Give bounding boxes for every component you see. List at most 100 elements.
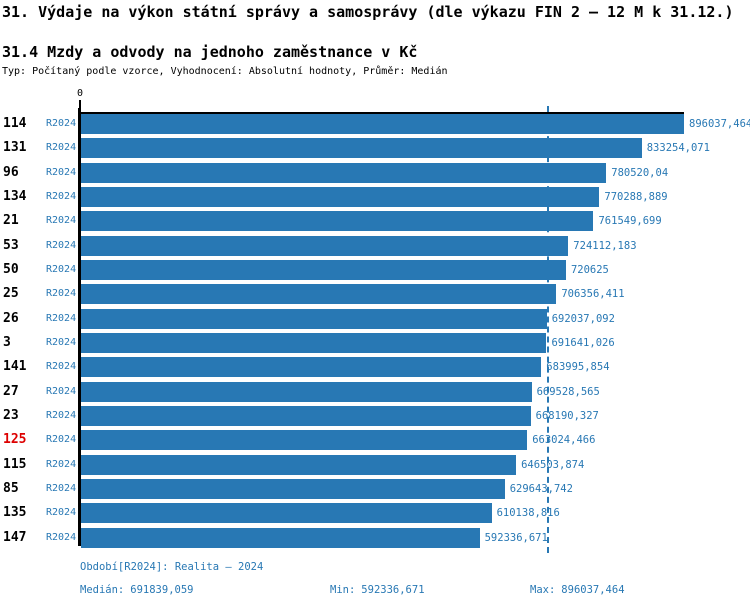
row-number-label: 21 [3,213,19,229]
section-title: 31.4 Mzdy a odvody na jednoho zaměstnanc… [2,43,418,61]
row-number-label: 115 [3,456,27,472]
row-number-label: 27 [3,383,19,399]
footer-min-label: Min: [330,584,356,596]
bar-track: 706356,411 [81,284,684,305]
footer-median-stat: Medián: 691839,059 [80,584,193,596]
bar-track: 780520,04 [81,162,684,183]
bar[interactable] [81,259,566,280]
footer-max-label: Max: [530,584,556,596]
chart-row: 114 R2024 896037,464 [0,112,750,136]
bar-track: 761549,699 [81,211,684,232]
row-period-label: R2024 [46,118,77,129]
bar-value-label: 833254,071 [646,142,710,155]
chart-row: 147 R2024 592336,671 [0,526,750,550]
bar[interactable] [81,235,569,256]
row-number-label: 125 [3,432,27,448]
footer-period: Období[R2024]: Realita – 2024 [80,561,264,573]
chart-row: 27 R2024 669528,565 [0,380,750,404]
bar[interactable] [81,308,547,329]
bar[interactable] [81,284,557,305]
y-axis-line [78,108,81,546]
bar-value-label: 646503,874 [521,458,585,471]
bar-value-label: 629643,742 [509,482,573,495]
bar[interactable] [81,454,517,475]
chart-row: 131 R2024 833254,071 [0,136,750,160]
row-number-label: 50 [3,261,19,277]
footer-max-value: 896037,464 [561,584,625,596]
bar[interactable] [81,357,542,378]
row-number-label: 85 [3,480,19,496]
chart-row: 141 R2024 683995,854 [0,355,750,379]
row-period-label: R2024 [46,361,77,373]
chart-row: 85 R2024 629643,742 [0,477,750,501]
chart-row: 3 R2024 691641,026 [0,331,750,355]
bar-value-label: 683995,854 [546,361,610,374]
bar-track: 896037,464 [81,114,750,134]
chart-row: 115 R2024 646503,874 [0,453,750,477]
axis-zero-label: 0 [76,88,84,99]
row-number-label: 23 [3,407,19,423]
row-period-label: R2024 [46,288,77,300]
bar-value-label: 610138,816 [496,507,560,520]
bar-track: 691641,026 [81,332,684,353]
chart-row: 50 R2024 720625 [0,258,750,282]
row-period-label: R2024 [46,458,77,470]
bar-value-label: 896037,464 [689,118,750,130]
chart-row: 134 R2024 770288,889 [0,185,750,209]
row-period-label: R2024 [46,531,77,543]
chart-row: 23 R2024 668190,327 [0,404,750,428]
row-period-label: R2024 [46,239,77,251]
bar-value-label: 706356,411 [561,288,625,301]
bar[interactable] [81,186,600,207]
chart-row: 25 R2024 706356,411 [0,282,750,306]
bar-value-label: 663024,466 [532,434,596,447]
x-axis-line [81,112,684,114]
chart-row: 135 R2024 610138,816 [0,501,750,525]
row-period-label: R2024 [46,507,77,519]
bar[interactable] [81,381,532,402]
row-period-label: R2024 [46,409,77,421]
bar-value-label: 780520,04 [611,166,669,179]
bar-track: 724112,183 [81,235,684,256]
bar[interactable] [81,527,480,548]
bar[interactable] [81,405,531,426]
row-period-label: R2024 [46,142,77,154]
row-number-label: 25 [3,286,19,302]
bar-track: 833254,071 [81,138,710,159]
bar[interactable] [81,332,547,353]
bar[interactable] [81,114,684,134]
row-period-label: R2024 [46,263,77,275]
row-period-label: R2024 [46,385,77,397]
bar[interactable] [81,478,505,499]
median-line [546,106,549,553]
bar-track: 610138,816 [81,503,684,524]
chart-row: 26 R2024 692037,092 [0,307,750,331]
row-period-label: R2024 [46,190,77,202]
bar-value-label: 692037,092 [551,312,615,325]
bar-track: 770288,889 [81,186,684,207]
bar[interactable] [81,162,607,183]
bar-value-label: 770288,889 [604,190,668,203]
axis-zero-tick [79,100,81,112]
footer-min-stat: Min: 592336,671 [330,584,425,596]
bar[interactable] [81,503,492,524]
row-period-label: R2024 [46,312,77,324]
bar-track: 592336,671 [81,527,684,548]
bar[interactable] [81,430,528,451]
bar-track: 683995,854 [81,357,684,378]
row-number-label: 141 [3,359,27,375]
row-number-label: 114 [3,116,27,131]
bar[interactable] [81,138,642,159]
chart-row: 21 R2024 761549,699 [0,209,750,233]
bar-track: 692037,092 [81,308,684,329]
row-number-label: 131 [3,140,27,156]
bar[interactable] [81,211,594,232]
bar-track: 669528,565 [81,381,684,402]
row-number-label: 53 [3,237,19,253]
bar-track: 663024,466 [81,430,684,451]
row-number-label: 26 [3,310,19,326]
report-title: 31. Výdaje na výkon státní správy a samo… [2,3,734,21]
chart-row: 96 R2024 780520,04 [0,161,750,185]
row-number-label: 147 [3,529,27,545]
